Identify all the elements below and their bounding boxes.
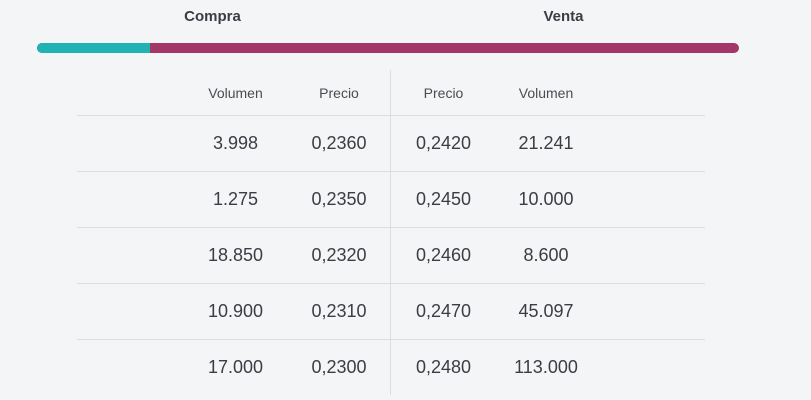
buy-price-cell: 0,2350 bbox=[288, 171, 390, 227]
sell-price-cell: 0,2420 bbox=[390, 115, 496, 171]
table-row: 3.998 0,2360 0,2420 21.241 bbox=[77, 115, 705, 171]
sell-price-header: Precio bbox=[390, 70, 496, 115]
buy-volume-cell: 1.275 bbox=[183, 171, 288, 227]
spacer bbox=[596, 70, 705, 115]
spacer bbox=[596, 227, 705, 283]
spacer bbox=[77, 171, 183, 227]
buy-volume-cell: 10.900 bbox=[183, 283, 288, 339]
sell-volume-cell: 10.000 bbox=[496, 171, 596, 227]
buy-price-cell: 0,2300 bbox=[288, 339, 390, 395]
buy-price-cell: 0,2310 bbox=[288, 283, 390, 339]
spacer bbox=[596, 115, 705, 171]
sell-side-label: Venta bbox=[543, 8, 584, 25]
sell-price-cell: 0,2450 bbox=[390, 171, 496, 227]
table-row: 1.275 0,2350 0,2450 10.000 bbox=[77, 171, 705, 227]
buy-price-cell: 0,2360 bbox=[288, 115, 390, 171]
buy-price-header: Precio bbox=[319, 84, 359, 101]
table-row: 10.900 0,2310 0,2470 45.097 bbox=[77, 283, 705, 339]
sell-volume-cell: 113.000 bbox=[496, 339, 596, 395]
buy-volume-cell: 18.850 bbox=[183, 227, 288, 283]
depth-bar bbox=[37, 43, 739, 53]
side-labels: Compra Venta bbox=[37, 8, 739, 25]
sell-price-cell: 0,2470 bbox=[390, 283, 496, 339]
order-book-table: Volumen Precio Precio Volumen 3.998 0,23… bbox=[77, 70, 705, 395]
sell-price-cell: 0,2480 bbox=[390, 339, 496, 395]
spacer bbox=[596, 171, 705, 227]
sell-price-cell: 0,2460 bbox=[390, 227, 496, 283]
sell-volume-cell: 8.600 bbox=[496, 227, 596, 283]
spacer bbox=[77, 70, 183, 115]
table-row: 17.000 0,2300 0,2480 113.000 bbox=[77, 339, 705, 395]
spacer bbox=[77, 227, 183, 283]
table-row: 18.850 0,2320 0,2460 8.600 bbox=[77, 227, 705, 283]
spacer bbox=[77, 283, 183, 339]
spacer bbox=[77, 339, 183, 395]
buy-volume-header: Volumen bbox=[208, 84, 263, 101]
sell-volume-cell: 21.241 bbox=[496, 115, 596, 171]
sell-volume-header: Volumen bbox=[518, 84, 574, 101]
table-header-row: Volumen Precio Precio Volumen bbox=[77, 70, 705, 115]
sell-volume-cell: 45.097 bbox=[496, 283, 596, 339]
spacer bbox=[596, 283, 705, 339]
buy-side-label: Compra bbox=[184, 8, 241, 25]
depth-bar-buy-segment bbox=[37, 43, 151, 53]
spacer bbox=[77, 115, 183, 171]
buy-volume-cell: 3.998 bbox=[183, 115, 288, 171]
buy-volume-cell: 17.000 bbox=[183, 339, 288, 395]
buy-price-cell: 0,2320 bbox=[288, 227, 390, 283]
spacer bbox=[596, 339, 705, 395]
